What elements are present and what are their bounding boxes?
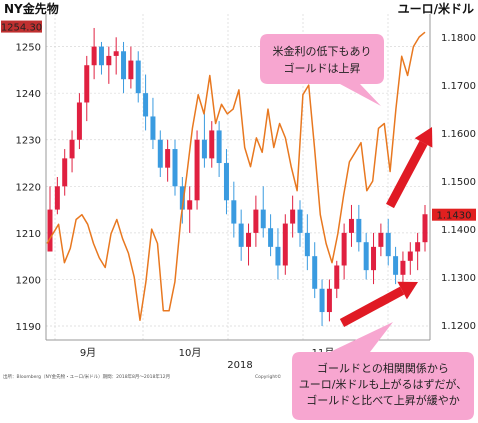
candle-body: [290, 209, 296, 224]
candle-body: [106, 55, 112, 66]
right-tick-label: 1.1400: [441, 225, 476, 236]
candle-body: [62, 158, 68, 187]
callout-eurusd-text: ユーロ/米ドルも上がるはずだが、: [299, 377, 467, 391]
candle-body: [135, 60, 141, 94]
candle-body: [165, 149, 171, 168]
candle-body: [348, 218, 354, 233]
right-tick-label: 1.1800: [441, 33, 476, 44]
candle-body: [209, 130, 215, 159]
left-tick-label: 1230: [16, 136, 41, 147]
candle-body: [238, 223, 244, 247]
candle-body: [47, 209, 53, 252]
candle-body: [194, 139, 200, 201]
candle-body: [253, 209, 259, 233]
last-price-right: 1.1430: [437, 211, 472, 222]
right-tick-label: 1.1200: [441, 321, 476, 332]
candle-body: [275, 246, 281, 266]
left-axis-title: NY金先物: [4, 1, 59, 16]
last-price-tag-left: [1, 20, 42, 33]
right-axis-title: ユーロ/米ドル: [398, 1, 474, 16]
left-tick-label: 1240: [16, 89, 41, 100]
arrow-up-shaft: [386, 140, 428, 209]
candle-body: [415, 242, 421, 252]
candle-body: [91, 46, 97, 66]
candle-body: [319, 288, 325, 313]
arrow-flat-shaft: [339, 286, 405, 327]
candle-body: [216, 130, 222, 164]
candle-body: [393, 256, 399, 275]
last-price-tag-right: [432, 208, 476, 221]
right-tick-label: 1.1500: [441, 177, 476, 188]
candle-body: [172, 149, 178, 187]
candle-body: [246, 232, 252, 247]
candle-body: [297, 209, 303, 233]
left-tick-label: 1200: [16, 275, 41, 286]
candle-body: [260, 209, 266, 229]
left-tick-label: 1190: [16, 322, 41, 333]
x-tick-label: 9月: [80, 347, 96, 359]
candle-body: [98, 46, 104, 66]
right-tick-label: 1.1300: [441, 273, 476, 284]
candle-body: [201, 139, 207, 159]
arrow-up-head: [414, 127, 433, 148]
right-tick-label: 1.1600: [441, 129, 476, 140]
candle-body: [268, 228, 274, 247]
candle-body: [326, 288, 332, 313]
candle-body: [121, 51, 127, 80]
candle-body: [371, 246, 377, 271]
candle-body: [143, 93, 149, 117]
candle-body: [187, 200, 193, 210]
last-price-left: 1254.30: [1, 23, 42, 34]
candle-body: [385, 232, 391, 257]
candle-body: [378, 232, 384, 247]
candle-body: [76, 102, 82, 140]
candle-body: [282, 223, 288, 266]
candle-body: [422, 214, 428, 243]
left-tick-label: 1220: [16, 182, 41, 193]
candle-body: [69, 139, 75, 159]
candle-body: [400, 260, 406, 275]
arrow-flat-head: [397, 281, 418, 300]
year-label: 2018: [227, 360, 252, 371]
candle-body: [334, 265, 340, 289]
candle-body: [304, 232, 310, 257]
callout-gold-text: 米金利の低下もあり: [273, 44, 372, 58]
candle-body: [128, 60, 134, 80]
candle-body: [223, 163, 229, 201]
x-tick-label: 10月: [179, 347, 202, 359]
candle-body: [341, 232, 347, 266]
candle-body: [157, 139, 163, 168]
candle-body: [179, 186, 185, 210]
right-tick-label: 1.1700: [441, 81, 476, 92]
source-text: 出所：Bloomberg（NY金先物・ユーロ/米ドル）期間：2018年8月～20…: [3, 373, 170, 380]
candle-body: [231, 200, 237, 224]
left-tick-label: 1250: [16, 43, 41, 54]
copyright-text: Copyright©: [255, 373, 282, 380]
candle-body: [84, 65, 90, 103]
candle-body: [312, 256, 318, 289]
candle-body: [407, 251, 413, 261]
candle-body: [150, 116, 156, 140]
left-tick-label: 1210: [16, 229, 41, 240]
candle-body: [54, 186, 60, 210]
callout-eurusd-text: ゴールドとの相関関係から: [317, 361, 449, 375]
callout-gold-bubble: [260, 34, 384, 106]
candle-body: [363, 242, 369, 271]
candle-body: [113, 51, 119, 56]
callout-gold-text: ゴールドは上昇: [284, 61, 361, 75]
callout-eurusd-bubble: [292, 322, 474, 420]
candle-body: [356, 218, 362, 243]
callout-eurusd-text: ゴールドと比べて上昇が緩やか: [306, 393, 460, 407]
eurusd-line: [46, 31, 426, 322]
